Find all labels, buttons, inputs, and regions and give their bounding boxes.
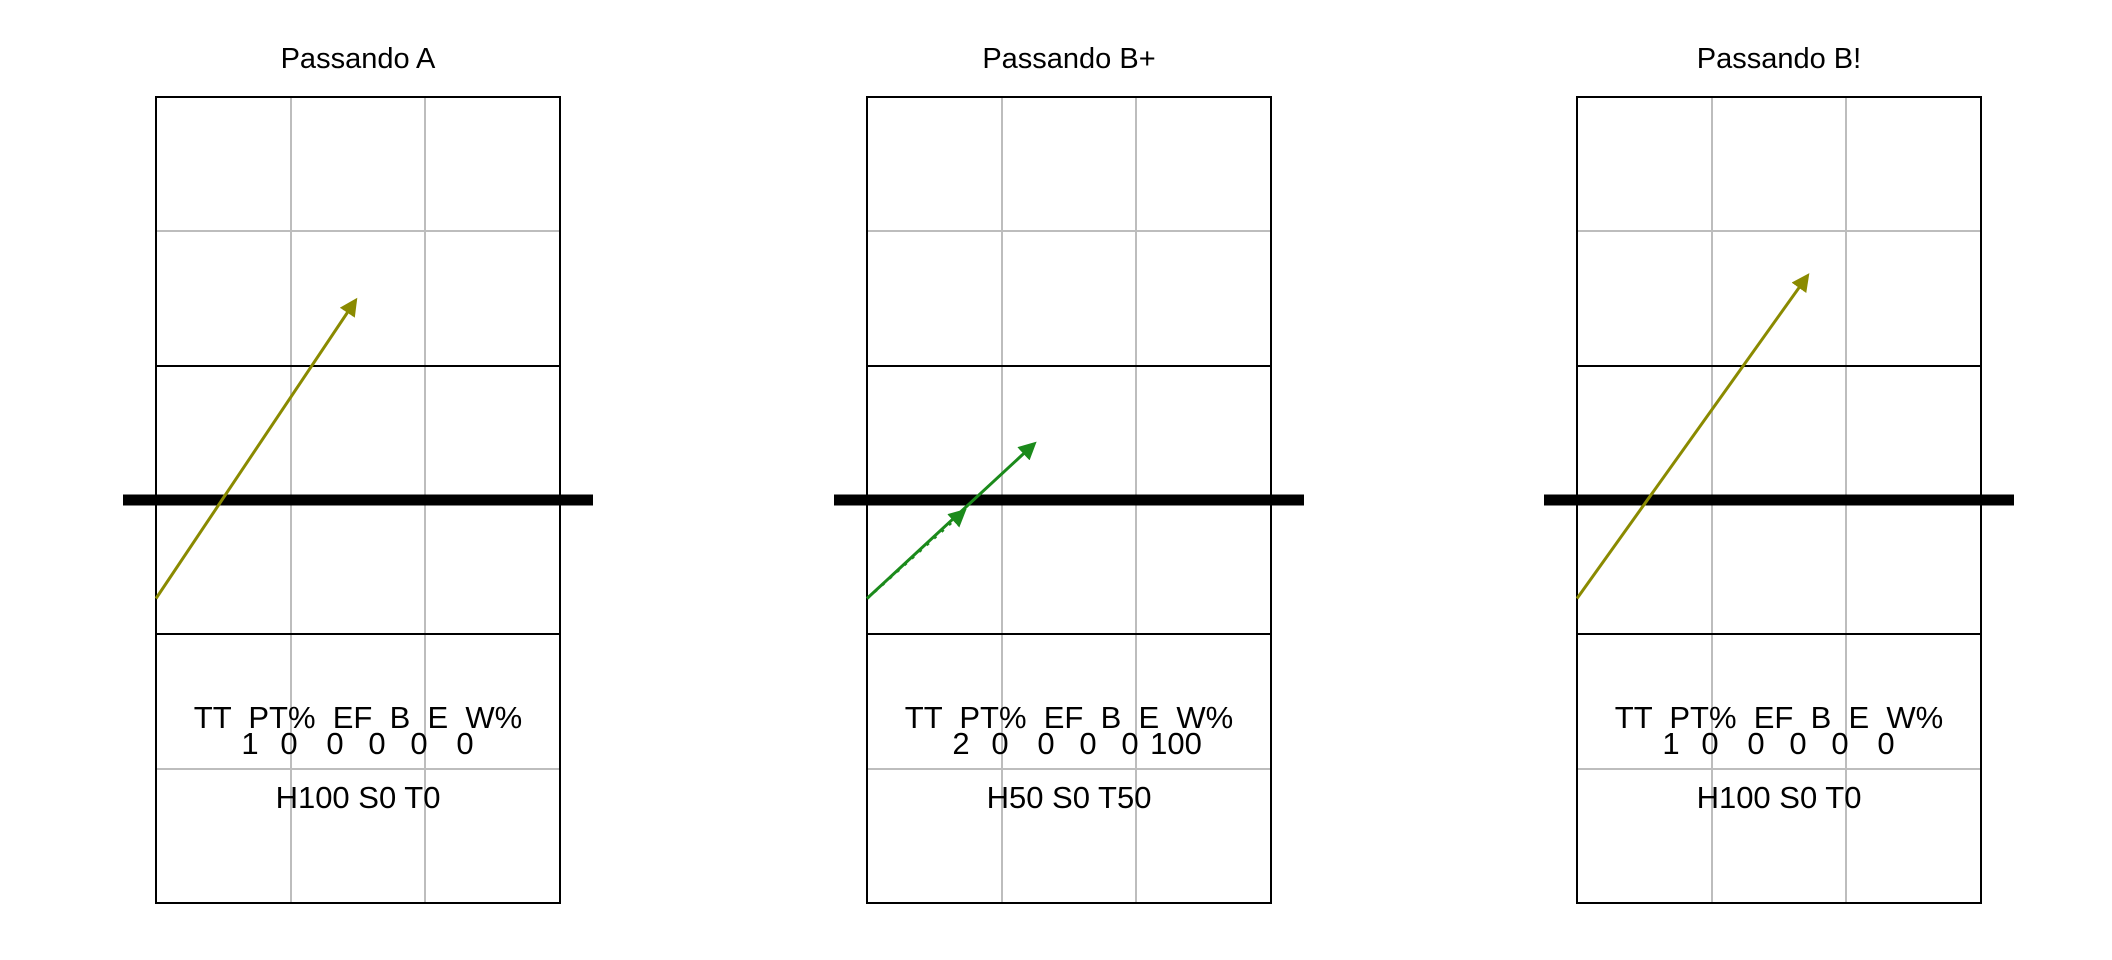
panel-title: Passando B+ xyxy=(982,43,1155,75)
stat-value: 0 xyxy=(1877,726,1894,761)
stats-header: TT PT% EF B E W% xyxy=(1615,700,1943,735)
stat-value: 0 xyxy=(1831,726,1848,761)
stat-value: 0 xyxy=(1701,726,1718,761)
zone-distribution: H100 S0 T0 xyxy=(1697,780,1862,815)
stat-value: 1 xyxy=(1662,726,1679,761)
stats-header: TT PT% EF B E W% xyxy=(194,700,522,735)
stat-value: 0 xyxy=(280,726,297,761)
stat-value: 0 xyxy=(1789,726,1806,761)
arrow-layer xyxy=(1575,273,1810,600)
stat-value: 0 xyxy=(368,726,385,761)
attack-arrow xyxy=(1575,273,1810,600)
court-panel-2: Passando B+ TT PT% EF B E W% 2 0 0 0 0 100 H5… xyxy=(834,43,1304,904)
arrow-layer xyxy=(154,297,358,600)
attack-arrow xyxy=(865,441,1037,600)
stat-value: 0 xyxy=(410,726,427,761)
stats-header: TT PT% EF B E W% xyxy=(905,700,1233,735)
stat-value: 1 xyxy=(241,726,258,761)
stats-values: 2 0 0 0 0 100 xyxy=(952,726,1201,761)
arrow-layer xyxy=(865,441,1037,600)
attack-arrow xyxy=(865,508,967,600)
panel-title: Passando A xyxy=(281,43,436,75)
stat-value: 0 xyxy=(326,726,343,761)
stat-value: 2 xyxy=(952,726,969,761)
stat-value: 0 xyxy=(1037,726,1054,761)
panel-title: Passando B! xyxy=(1697,43,1861,75)
zone-distribution: H100 S0 T0 xyxy=(276,780,441,815)
stat-value: 0 xyxy=(1747,726,1764,761)
stat-value: 0 xyxy=(1121,726,1138,761)
zone-distribution: H50 S0 T50 xyxy=(987,780,1152,815)
attack-arrow xyxy=(154,297,358,600)
stat-value: 100 xyxy=(1150,726,1202,761)
stat-value: 0 xyxy=(456,726,473,761)
stat-value: 0 xyxy=(991,726,1008,761)
stat-value: 0 xyxy=(1079,726,1096,761)
